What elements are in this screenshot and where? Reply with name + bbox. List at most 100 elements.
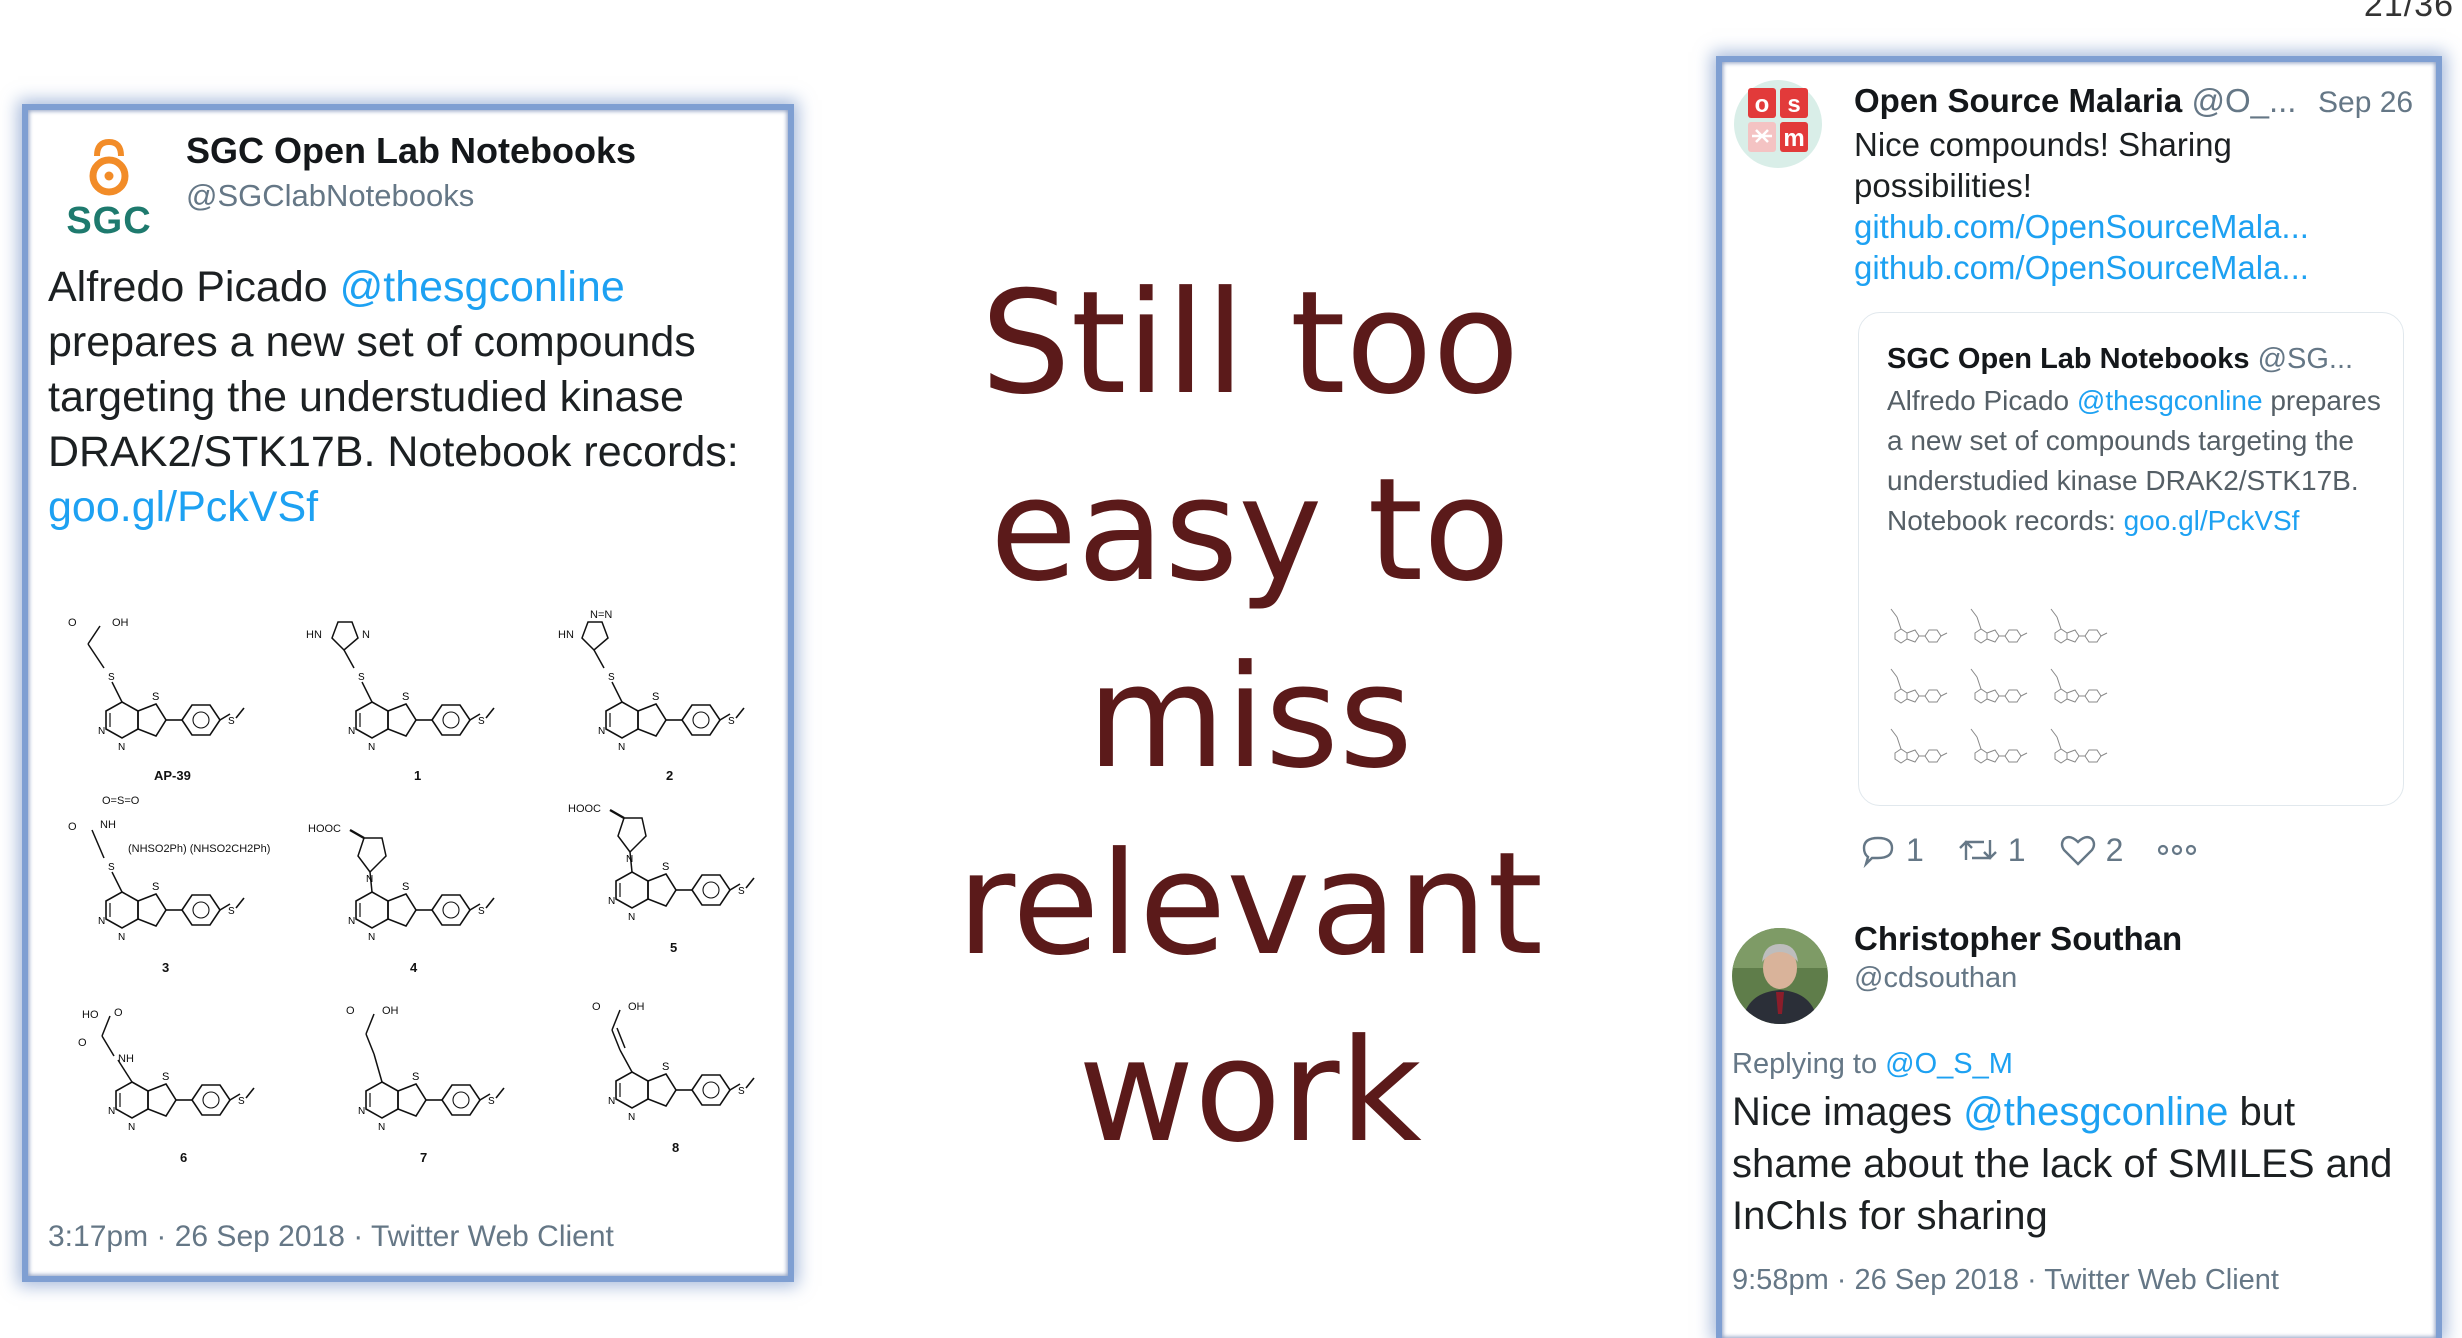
tweet-author[interactable]: Open Source Malaria @O_... <box>1854 82 2296 120</box>
compound-label: 8 <box>672 1140 679 1155</box>
compound-3: S O NH O=S=O (NHSO2Ph) (NHSO2CH2Ph) 3 <box>68 795 270 975</box>
svg-text:N: N <box>366 874 373 885</box>
left-tweet-card[interactable]: SGC SGC Open Lab Notebooks @SGClabNotebo… <box>22 104 794 1282</box>
quoted-tweet[interactable]: SGC Open Lab Notebooks @SG... Alfredo Pi… <box>1858 312 2404 806</box>
sgc-avatar[interactable]: SGC <box>64 136 154 246</box>
like-button[interactable]: 2 <box>2058 830 2124 870</box>
reply-icon <box>1862 836 1894 869</box>
quoted-text-part: prepares a new set of compounds targetin… <box>1887 385 2381 536</box>
compound-4: N HOOC 4 <box>308 823 495 975</box>
sgc-avatar-text: SGC <box>66 200 152 242</box>
osm-letter: s <box>1787 91 1800 118</box>
cdsouthan-avatar[interactable] <box>1732 928 1828 1024</box>
tweet-author-name[interactable]: SGC Open Lab Notebooks <box>186 130 637 171</box>
headline-line: work <box>1078 1009 1422 1174</box>
replying-to-link[interactable]: @O_S_M <box>1885 1048 2013 1080</box>
svg-text:O: O <box>68 821 77 833</box>
github-link[interactable]: github.com/OpenSourceMala... <box>1854 249 2309 286</box>
mention-link[interactable]: @thesgconline <box>2076 385 2263 416</box>
profile-photo-icon <box>1732 928 1828 1024</box>
compound-5: N HOOC 5 <box>568 803 755 955</box>
svg-text:N: N <box>626 854 633 865</box>
quoted-text-part: Alfredo Picado <box>1887 385 2077 416</box>
osm-letter: o <box>1755 91 1770 118</box>
quoted-text: Alfredo Picado @thesgconline prepares a … <box>1887 381 2397 541</box>
compound-6: NH HO O O 6 <box>78 1007 255 1165</box>
more-dots-icon <box>2158 844 2197 856</box>
compound-substituent: (NHSO2Ph) (NHSO2CH2Ph) <box>128 843 270 855</box>
headline-line: easy to <box>989 448 1511 613</box>
osm-letter: m <box>1783 125 1804 152</box>
like-count: 2 <box>2105 831 2124 868</box>
compound-2: S HN N=N 2 <box>558 610 745 783</box>
tweet-actions: 1 1 2 <box>1858 828 2239 872</box>
svg-text:O: O <box>346 1005 355 1017</box>
tweet-author-handle[interactable]: @O_... <box>2191 82 2297 119</box>
compound-structures-image[interactable]: S N N S S O OH AP-39 <box>52 610 772 1180</box>
svg-text:HN: HN <box>558 629 574 641</box>
quoted-compound-image[interactable] <box>1887 603 2127 783</box>
tweet-date[interactable]: Sep 26 <box>2318 86 2414 119</box>
reply-button[interactable]: 1 <box>1858 830 1924 870</box>
svg-text:S: S <box>108 672 115 683</box>
compound-substituent: HOOC <box>568 803 601 815</box>
compound-label: 4 <box>410 960 418 975</box>
retweet-icon <box>1958 840 1997 860</box>
mention-link[interactable]: @thesgconline <box>1963 1090 2229 1134</box>
compound-substituent: OH <box>382 1005 399 1017</box>
svg-text:S: S <box>608 672 615 683</box>
tweet-text-part: Alfredo Picado <box>48 263 340 311</box>
slide-headline: Still too easy to miss relevant work <box>940 250 1560 1185</box>
compound-label: AP-39 <box>154 768 191 783</box>
quoted-author-handle: @SG... <box>2257 343 2354 375</box>
retweet-button[interactable]: 1 <box>1956 830 2026 870</box>
more-options-button[interactable] <box>2155 840 2207 860</box>
reply-timestamp[interactable]: 9:58pm · 26 Sep 2018 · Twitter Web Clien… <box>1732 1264 2279 1296</box>
compound-label: 7 <box>420 1150 427 1165</box>
slide-number: 21/36 <box>2363 0 2454 24</box>
headline-line: relevant <box>956 822 1544 987</box>
osm-logo-icon: o s m <box>1734 80 1822 168</box>
notebook-link[interactable]: goo.gl/PckVSf <box>48 483 319 531</box>
svg-text:HN: HN <box>306 629 322 641</box>
svg-text:O: O <box>592 1001 601 1013</box>
replying-to-prefix: Replying to <box>1732 1048 1886 1080</box>
tweet-author-name[interactable]: Open Source Malaria <box>1854 82 2183 119</box>
tweet-timestamp[interactable]: 3:17pm · 26 Sep 2018 · Twitter Web Clien… <box>48 1220 614 1253</box>
notebook-link[interactable]: goo.gl/PckVSf <box>2123 505 2300 536</box>
tweet-text: Nice compounds! Sharing possibilities! g… <box>1854 124 2414 288</box>
reply-author-handle[interactable]: @cdsouthan <box>1854 962 2018 994</box>
retweet-count: 1 <box>2007 831 2026 868</box>
compound-ap39: S O OH AP-39 <box>68 617 245 783</box>
reply-count: 1 <box>1906 831 1924 868</box>
svg-text:NH: NH <box>100 819 116 831</box>
tweet-text-part: prepares a new set of compounds targetin… <box>48 318 739 476</box>
compound-label: 6 <box>180 1150 187 1165</box>
reply-text-part: Nice images <box>1732 1090 1964 1134</box>
heart-icon <box>2060 835 2095 866</box>
svg-text:O=S=O: O=S=O <box>102 795 140 807</box>
reply-author-name[interactable]: Christopher Southan <box>1854 920 2183 957</box>
compound-1: S HN N 1 <box>306 621 495 783</box>
quoted-author: SGC Open Lab Notebooks @SG... <box>1887 343 2353 376</box>
github-link[interactable]: github.com/OpenSourceMala... <box>1854 208 2309 245</box>
svg-text:O: O <box>78 1037 87 1049</box>
compound-label: 3 <box>162 960 169 975</box>
svg-text:N=N: N=N <box>590 610 612 621</box>
osm-avatar[interactable]: o s m <box>1732 78 1824 170</box>
compound-substituent: OH <box>628 1001 645 1013</box>
replying-to: Replying to @O_S_M <box>1732 1048 2013 1081</box>
compound-substituent: HO <box>82 1009 99 1021</box>
compound-7: O OH 7 <box>346 1005 505 1165</box>
mention-link[interactable]: @thesgconline <box>339 263 625 311</box>
reply-text-part: but shame about the lack of SMILES and I… <box>1732 1090 2393 1238</box>
svg-text:S: S <box>108 862 115 873</box>
tweet-text: Alfredo Picado @thesgconline prepares a … <box>48 260 788 535</box>
right-thread-card[interactable]: o s m Open Source Malaria @O_... Sep 26 … <box>1716 56 2442 1338</box>
svg-text:S: S <box>358 672 365 683</box>
svg-text:NH: NH <box>118 1053 134 1065</box>
open-access-lock-icon <box>89 138 129 196</box>
svg-text:O: O <box>114 1007 123 1019</box>
svg-text:O: O <box>68 617 77 629</box>
tweet-author-handle[interactable]: @SGClabNotebooks <box>186 178 475 213</box>
